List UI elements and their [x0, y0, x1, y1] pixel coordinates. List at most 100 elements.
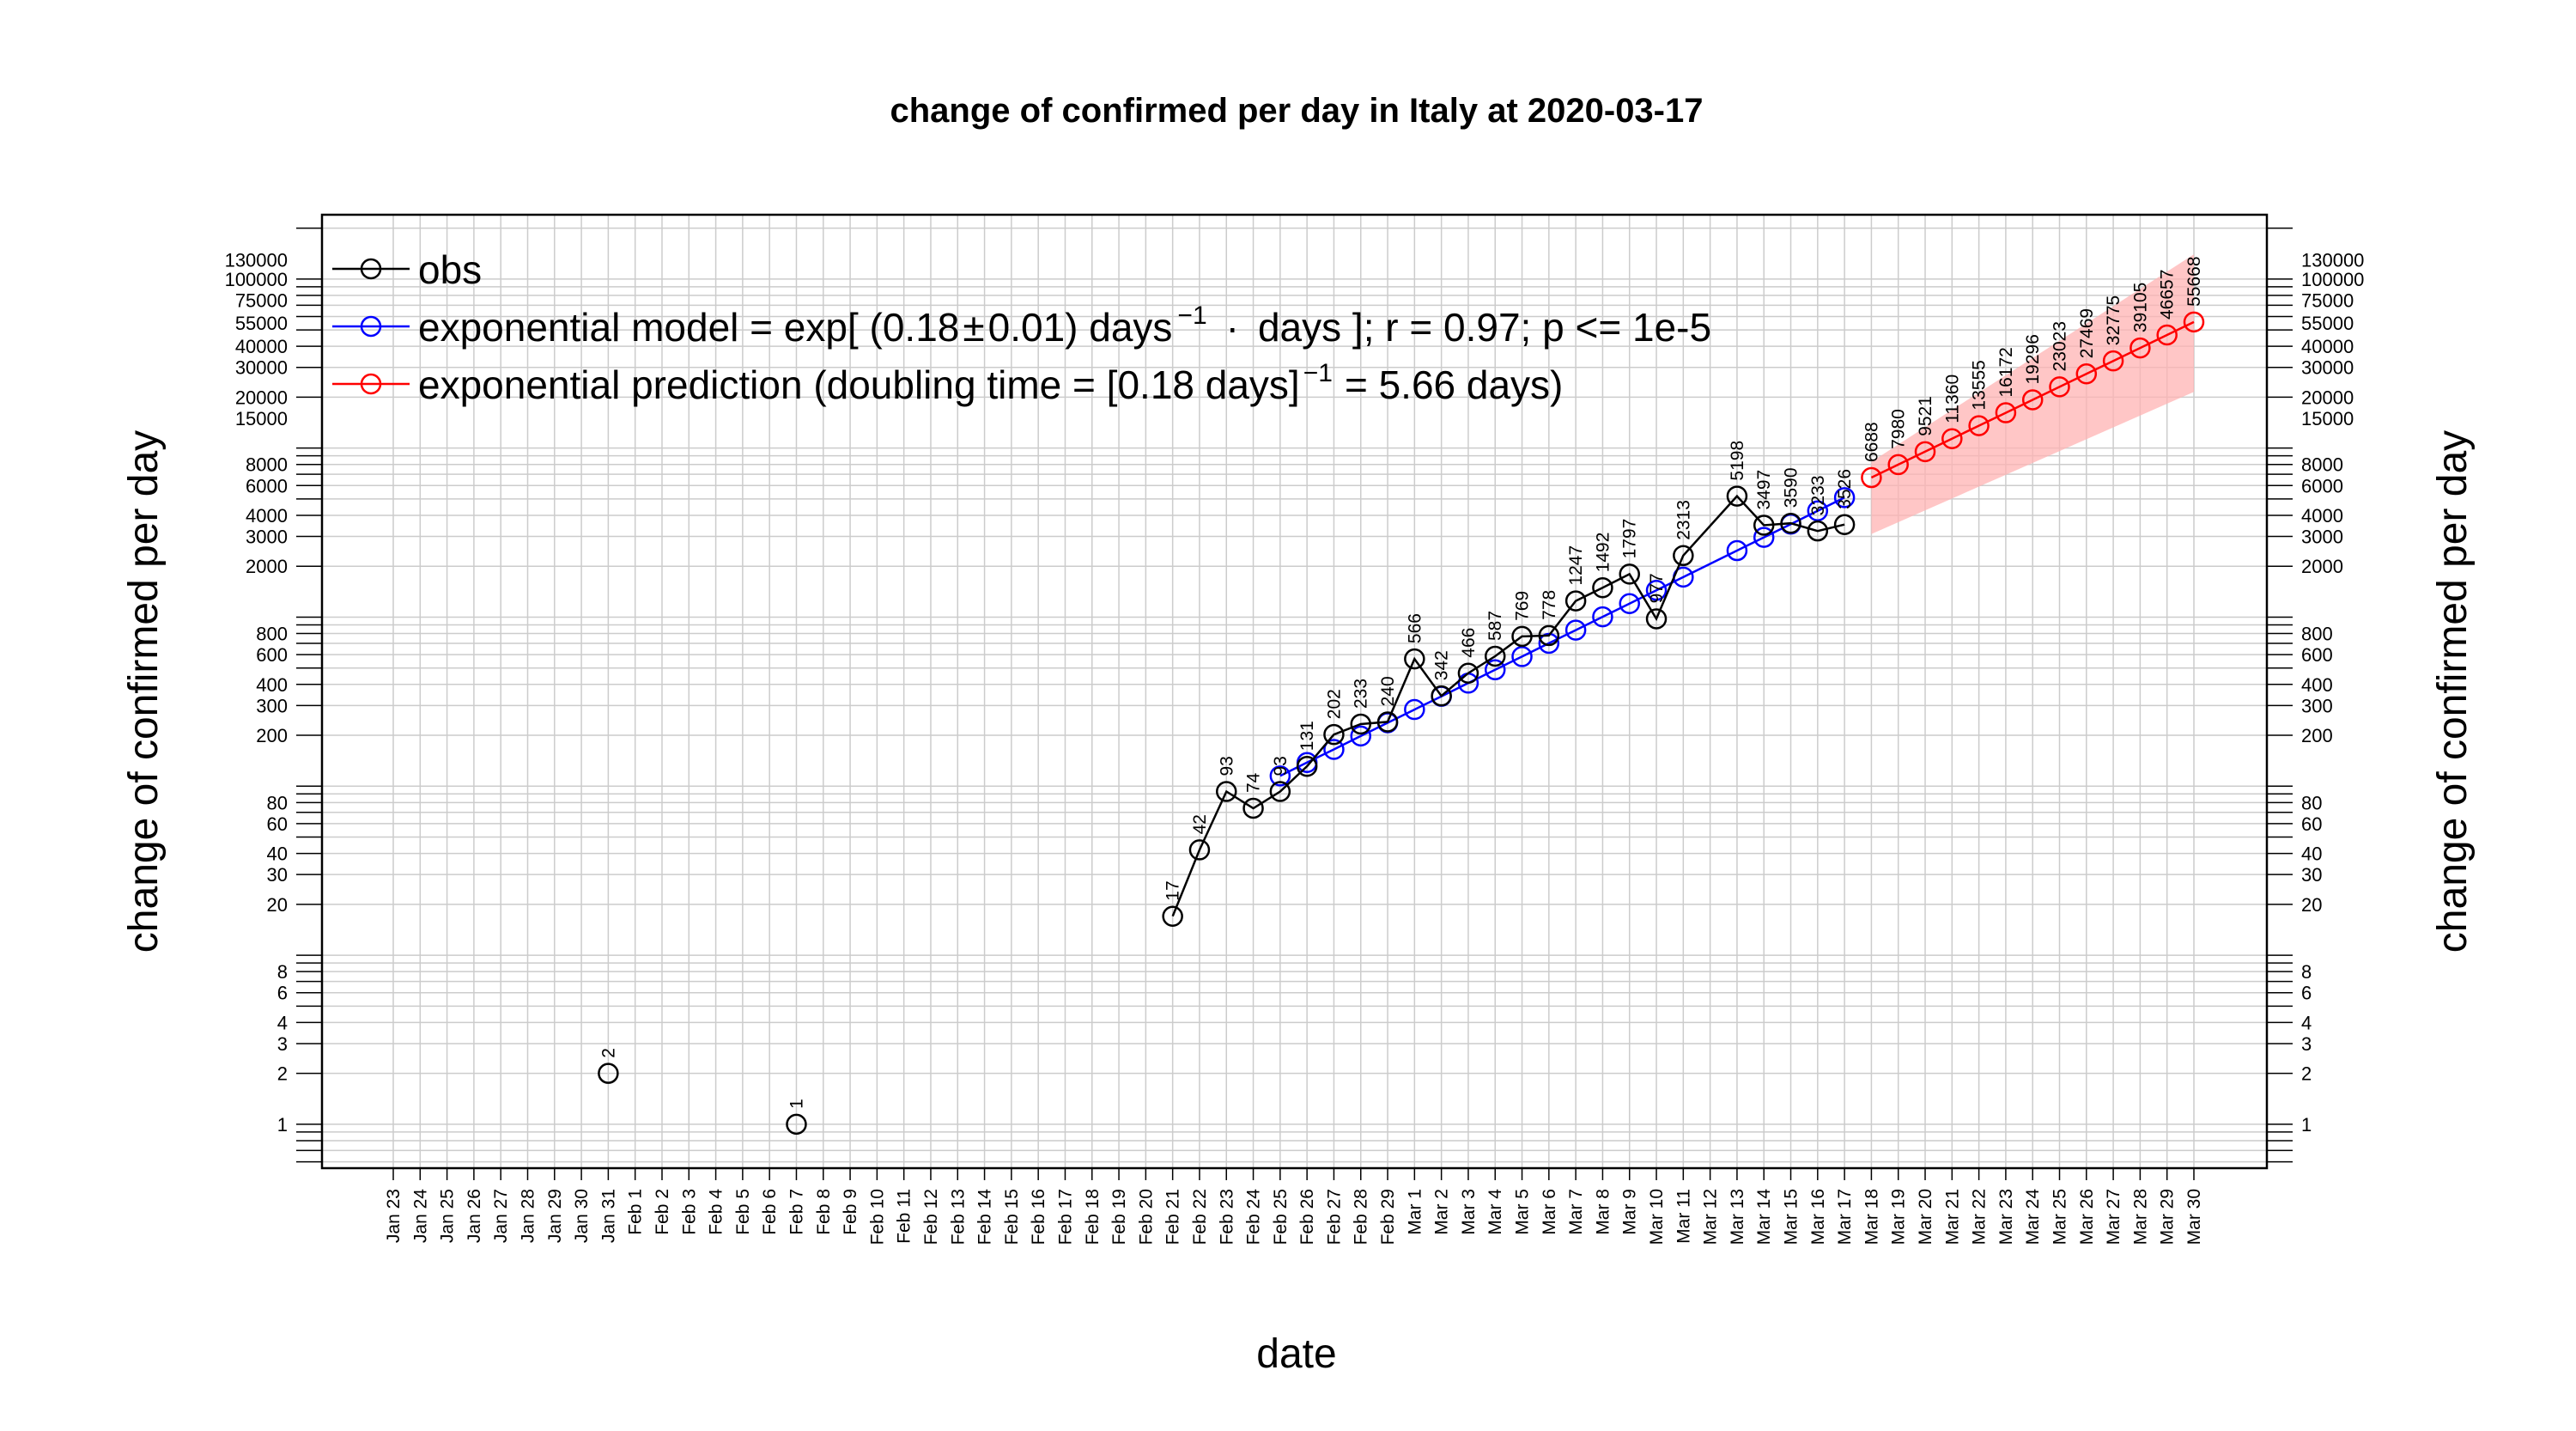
obs-line — [1171, 494, 1845, 917]
model-point — [1511, 646, 1533, 667]
prediction-point — [1861, 466, 1882, 489]
x-tick-label: Feb 22 — [1190, 1189, 1210, 1245]
obs-point — [1645, 608, 1668, 630]
y-tick-label-left: 6 — [277, 983, 288, 1004]
obs-data-label: 233 — [1352, 679, 1371, 709]
prediction-data-label: 11360 — [1942, 374, 1962, 423]
obs-data-label: 3526 — [1835, 469, 1855, 509]
prediction-point — [2021, 389, 2044, 411]
x-tick-label: Jan 31 — [598, 1189, 618, 1243]
y-tick-label-left: 80 — [267, 792, 288, 813]
y-tick-label-right: 20 — [2301, 894, 2322, 916]
x-tick-label: Feb 13 — [948, 1189, 968, 1245]
legend-marker-model — [360, 315, 382, 338]
obs-point — [1511, 625, 1533, 648]
prediction-data-label: 19296 — [2023, 334, 2043, 384]
prediction-data-label: 32775 — [2104, 295, 2123, 345]
y-tick-label-left: 4000 — [246, 505, 288, 527]
y-tick-label-right: 15000 — [2301, 408, 2354, 429]
obs-data-label: 3590 — [1782, 467, 1801, 508]
obs-data-label: 769 — [1513, 591, 1533, 621]
prediction-data-label: 13555 — [1970, 360, 1990, 410]
y-tick-label-left: 55000 — [235, 313, 288, 334]
x-tick-label: Mar 23 — [1996, 1189, 2016, 1245]
obs-point — [1269, 781, 1291, 802]
model-point — [1484, 659, 1506, 681]
prediction-data-label: 23023 — [2050, 321, 2070, 371]
obs-point — [1833, 514, 1856, 535]
x-tick-label: Mar 27 — [2104, 1189, 2123, 1245]
y-tick-label-right: 1 — [2301, 1114, 2312, 1136]
model-point — [1726, 539, 1748, 562]
y-tick-label-left: 2000 — [246, 556, 288, 577]
x-tick-label: Mar 25 — [2050, 1189, 2070, 1245]
y-tick-label-right: 20000 — [2301, 387, 2354, 408]
y-tick-label-left: 6000 — [246, 475, 288, 496]
obs-data-label: 2 — [598, 1048, 618, 1058]
y-tick-label-right: 3000 — [2301, 527, 2343, 548]
x-tick-label: Feb 28 — [1352, 1189, 1371, 1245]
y-tick-label-right: 55000 — [2301, 313, 2354, 334]
y-tick-label-left: 75000 — [235, 289, 288, 311]
y-tick-label-right: 75000 — [2301, 289, 2354, 311]
chart-title: change of confirmed per day in Italy at … — [890, 92, 1704, 130]
obs-point — [1673, 545, 1694, 567]
obs-point — [1242, 797, 1264, 819]
obs-point — [1726, 485, 1748, 507]
obs-point — [1404, 648, 1425, 670]
obs-data-label: 202 — [1324, 689, 1344, 719]
y-tick-label-right: 200 — [2301, 725, 2333, 746]
legend-marker-obs — [360, 258, 382, 280]
legend: obs exponential model = exp[ (0.18±0.01)… — [332, 247, 1711, 407]
x-tick-label: Mar 9 — [1620, 1189, 1640, 1235]
prediction-line — [1870, 320, 2195, 479]
y-tick-label-right: 600 — [2301, 644, 2333, 666]
x-tick-label: Feb 5 — [733, 1189, 753, 1235]
x-tick-label: Feb 7 — [787, 1189, 806, 1235]
obs-point — [1431, 685, 1452, 707]
x-tick-label: Feb 29 — [1378, 1189, 1398, 1245]
legend-marker-prediction — [360, 373, 382, 395]
x-tick-label: Mar 16 — [1808, 1189, 1828, 1245]
model-point — [1564, 619, 1587, 641]
y-tick-label-left: 3 — [277, 1033, 288, 1055]
legend-label-model: exponential model = exp[ (0.18±0.01) day… — [418, 301, 1711, 350]
model-point — [1645, 580, 1668, 601]
x-tick-label: Jan 30 — [572, 1189, 592, 1243]
x-tick-label: Feb 11 — [895, 1189, 914, 1244]
x-tick-label: Mar 19 — [1889, 1189, 1909, 1245]
obs-point — [1538, 624, 1560, 647]
x-tick-label: Feb 15 — [1002, 1189, 1022, 1245]
x-tick-label: Jan 24 — [410, 1189, 430, 1243]
x-tick-label: Mar 13 — [1728, 1189, 1747, 1245]
obs-point — [1162, 905, 1183, 927]
obs-data-label: 17 — [1163, 880, 1183, 900]
obs-point — [1753, 515, 1775, 536]
y-tick-label-left: 2 — [277, 1063, 288, 1085]
model-point — [1807, 500, 1829, 521]
y-axis-title-left: change of confirmed per day — [121, 430, 167, 953]
x-tick-label: Jan 27 — [491, 1189, 511, 1243]
x-tick-label: Mar 28 — [2130, 1189, 2150, 1245]
x-axis: Jan 23 Jan 24 Jan 25 Jan 26 Jan 27 Jan 28 Jan … — [384, 1168, 2204, 1245]
x-tick-label: Feb 21 — [1163, 1189, 1183, 1245]
y-tick-label-right: 80 — [2301, 792, 2322, 813]
model-point — [1592, 606, 1613, 628]
x-tick-label: Mar 1 — [1405, 1189, 1425, 1235]
y-tick-label-right: 30 — [2301, 864, 2322, 886]
obs-data-label: 42 — [1190, 814, 1210, 834]
x-tick-label: Feb 2 — [653, 1189, 672, 1235]
y-tick-label-left: 800 — [256, 624, 288, 645]
x-axis-title: date — [1256, 1331, 1336, 1377]
obs-data-label: 778 — [1540, 590, 1559, 620]
y-tick-label-right: 100000 — [2301, 269, 2364, 290]
y-tick-label-left: 30 — [267, 864, 288, 886]
y-tick-label-left: 200 — [256, 725, 288, 746]
obs-point — [1296, 755, 1318, 777]
x-tick-label: Feb 8 — [814, 1189, 834, 1235]
x-tick-label: Feb 9 — [841, 1189, 860, 1235]
y-tick-label-left: 3000 — [246, 527, 288, 548]
y-tick-label-right: 2 — [2301, 1063, 2312, 1085]
prediction-interval — [1871, 254, 2194, 534]
